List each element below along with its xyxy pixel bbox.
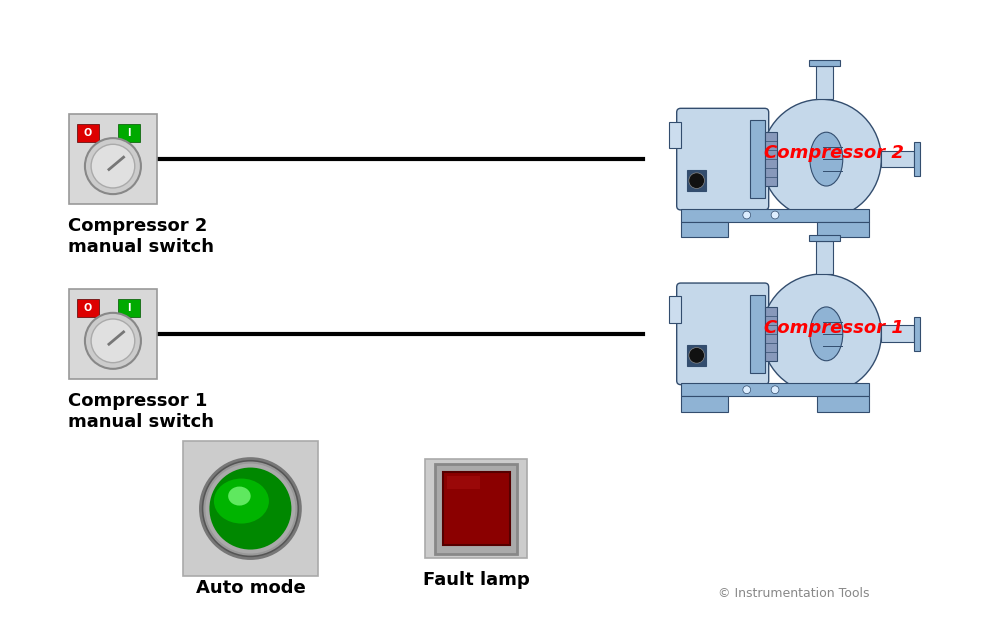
Ellipse shape: [214, 479, 269, 524]
FancyBboxPatch shape: [681, 208, 869, 222]
Circle shape: [771, 211, 779, 219]
FancyBboxPatch shape: [69, 114, 157, 204]
FancyBboxPatch shape: [435, 464, 518, 553]
FancyBboxPatch shape: [817, 396, 869, 412]
FancyBboxPatch shape: [681, 396, 728, 412]
Circle shape: [91, 144, 135, 188]
Circle shape: [688, 173, 704, 188]
FancyBboxPatch shape: [765, 306, 777, 361]
FancyBboxPatch shape: [765, 132, 777, 187]
Circle shape: [762, 99, 881, 219]
Circle shape: [742, 386, 750, 394]
Ellipse shape: [228, 487, 250, 505]
FancyBboxPatch shape: [669, 122, 681, 148]
FancyBboxPatch shape: [425, 459, 527, 558]
FancyBboxPatch shape: [881, 326, 914, 342]
Text: © Instrumentation Tools: © Instrumentation Tools: [719, 587, 870, 600]
Text: O: O: [83, 303, 92, 313]
Circle shape: [84, 138, 141, 194]
FancyBboxPatch shape: [681, 383, 869, 396]
FancyBboxPatch shape: [808, 235, 841, 241]
Circle shape: [200, 459, 300, 558]
FancyBboxPatch shape: [669, 296, 681, 323]
FancyBboxPatch shape: [914, 317, 920, 351]
Circle shape: [209, 467, 292, 550]
Ellipse shape: [810, 132, 843, 186]
FancyBboxPatch shape: [77, 124, 99, 142]
FancyBboxPatch shape: [69, 289, 157, 379]
Circle shape: [688, 348, 704, 363]
FancyBboxPatch shape: [681, 222, 728, 237]
Circle shape: [771, 386, 779, 394]
FancyBboxPatch shape: [687, 170, 706, 191]
Text: Compressor 2
manual switch: Compressor 2 manual switch: [68, 217, 214, 256]
FancyBboxPatch shape: [749, 120, 765, 198]
Text: I: I: [128, 303, 131, 313]
Circle shape: [91, 319, 135, 363]
FancyBboxPatch shape: [816, 66, 833, 99]
FancyBboxPatch shape: [677, 109, 769, 210]
FancyBboxPatch shape: [749, 295, 765, 373]
Ellipse shape: [810, 307, 843, 361]
FancyBboxPatch shape: [118, 299, 139, 317]
Circle shape: [204, 462, 297, 555]
Circle shape: [84, 313, 141, 369]
FancyBboxPatch shape: [77, 299, 99, 317]
FancyBboxPatch shape: [687, 345, 706, 366]
Circle shape: [762, 274, 881, 394]
Text: Compressor 1: Compressor 1: [764, 319, 903, 337]
FancyBboxPatch shape: [808, 60, 841, 66]
FancyBboxPatch shape: [443, 472, 510, 545]
Text: Fault lamp: Fault lamp: [423, 570, 529, 588]
FancyBboxPatch shape: [183, 441, 318, 576]
FancyBboxPatch shape: [817, 222, 869, 237]
Text: Compressor 2: Compressor 2: [764, 144, 903, 162]
Text: Auto mode: Auto mode: [195, 578, 305, 597]
Text: O: O: [83, 128, 92, 138]
FancyBboxPatch shape: [881, 151, 914, 167]
FancyBboxPatch shape: [447, 475, 480, 489]
Text: Compressor 1
manual switch: Compressor 1 manual switch: [68, 392, 214, 431]
FancyBboxPatch shape: [118, 124, 139, 142]
Circle shape: [742, 211, 750, 219]
FancyBboxPatch shape: [816, 241, 833, 274]
FancyBboxPatch shape: [677, 283, 769, 384]
Text: I: I: [128, 128, 131, 138]
FancyBboxPatch shape: [914, 142, 920, 176]
